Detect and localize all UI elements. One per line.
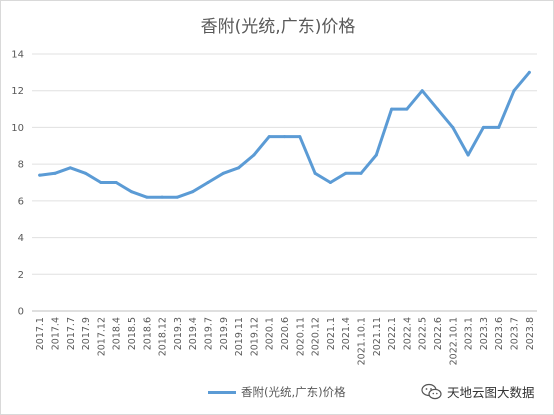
data-point bbox=[451, 125, 455, 129]
data-point bbox=[53, 171, 57, 175]
data-point bbox=[328, 181, 332, 184]
data-point bbox=[206, 181, 210, 184]
x-tick-label: 2018.6 bbox=[142, 317, 153, 350]
data-point bbox=[191, 190, 195, 194]
y-tick-label: 10 bbox=[11, 123, 24, 134]
y-tick-label: 0 bbox=[18, 307, 24, 318]
data-point bbox=[84, 171, 88, 175]
x-tick-label: 2022.6 bbox=[433, 317, 444, 350]
data-point bbox=[436, 107, 440, 111]
x-tick-label: 2019.7 bbox=[203, 317, 214, 350]
x-tick-label: 2017.4 bbox=[50, 317, 61, 350]
y-tick-label: 6 bbox=[18, 196, 24, 207]
data-point bbox=[466, 153, 470, 157]
x-tick-label: 2019.4 bbox=[188, 317, 199, 350]
data-point bbox=[160, 195, 164, 199]
y-tick-label: 4 bbox=[18, 233, 24, 244]
x-tick-label: 2023.8 bbox=[525, 317, 536, 350]
x-tick-label: 2023.1 bbox=[464, 317, 475, 350]
x-tick-label: 2018.4 bbox=[112, 317, 123, 350]
x-tick-label: 2023.7 bbox=[510, 317, 521, 350]
data-point bbox=[359, 171, 363, 175]
data-point bbox=[374, 153, 378, 157]
x-tick-label: 2017.1 bbox=[35, 317, 46, 350]
x-tick-label: 2022.4 bbox=[402, 317, 413, 350]
y-tick-label: 12 bbox=[11, 86, 24, 97]
chart-title: 香附(光统,广东)价格 bbox=[200, 17, 356, 37]
x-tick-label: 2021.11 bbox=[372, 317, 383, 356]
data-point bbox=[481, 125, 485, 129]
x-tick-label: 2021.10.1 bbox=[357, 317, 368, 365]
data-point bbox=[527, 70, 531, 74]
legend: 香附(光统,广东)价格 bbox=[208, 384, 346, 400]
x-tick-label: 2023.3 bbox=[479, 317, 490, 350]
data-point bbox=[175, 195, 179, 199]
x-tick-label: 2019.3 bbox=[173, 317, 184, 350]
data-point bbox=[221, 171, 225, 175]
watermark-text: 天地云图大数据 bbox=[447, 385, 535, 400]
x-tick-label: 2017.9 bbox=[81, 317, 92, 350]
data-point bbox=[237, 166, 241, 170]
x-tick-label: 2021.1 bbox=[326, 317, 337, 350]
legend-label: 香附(光统,广东)价格 bbox=[241, 385, 346, 399]
data-point bbox=[390, 107, 394, 111]
x-tick-label: 2018.12 bbox=[158, 317, 169, 356]
x-tick-label: 2021.4 bbox=[341, 317, 352, 350]
wechat-icon bbox=[421, 383, 443, 401]
x-tick-label: 2018.5 bbox=[127, 317, 138, 350]
x-tick-label: 2019.12 bbox=[249, 317, 260, 356]
x-tick-label: 2020.1 bbox=[265, 317, 276, 350]
y-tick-label: 8 bbox=[18, 160, 24, 171]
x-tick-label: 2017.12 bbox=[96, 317, 107, 356]
data-point bbox=[267, 135, 271, 139]
x-tick-label: 2020.11 bbox=[295, 317, 306, 356]
x-tick-label: 2022.10.1 bbox=[448, 317, 459, 365]
data-point bbox=[420, 89, 424, 93]
data-point bbox=[99, 181, 103, 184]
data-point bbox=[114, 181, 118, 184]
x-tick-label: 2022.1 bbox=[387, 317, 398, 350]
data-point bbox=[129, 190, 133, 194]
x-tick-label: 2022.5 bbox=[418, 317, 429, 350]
data-point bbox=[283, 135, 286, 139]
legend-swatch bbox=[208, 390, 236, 394]
data-point bbox=[38, 173, 42, 177]
data-point bbox=[497, 125, 501, 129]
data-point bbox=[344, 171, 348, 175]
data-point bbox=[298, 135, 302, 139]
x-tick-label: 2019.9 bbox=[219, 317, 230, 350]
watermark: 天地云图大数据 bbox=[421, 382, 535, 401]
y-tick-label: 14 bbox=[11, 50, 24, 61]
x-tick-label: 2020.6 bbox=[280, 317, 291, 350]
x-tick-label: 2020.12 bbox=[311, 317, 322, 356]
data-point bbox=[405, 107, 409, 111]
data-point bbox=[512, 89, 516, 93]
y-tick-label: 2 bbox=[18, 270, 24, 281]
data-point bbox=[68, 166, 72, 170]
x-tick-label: 2017.7 bbox=[66, 317, 77, 350]
data-point bbox=[313, 171, 317, 175]
data-point bbox=[145, 195, 149, 199]
x-tick-label: 2023.6 bbox=[494, 317, 505, 350]
data-point bbox=[252, 153, 256, 157]
x-tick-label: 2019.11 bbox=[234, 317, 245, 356]
